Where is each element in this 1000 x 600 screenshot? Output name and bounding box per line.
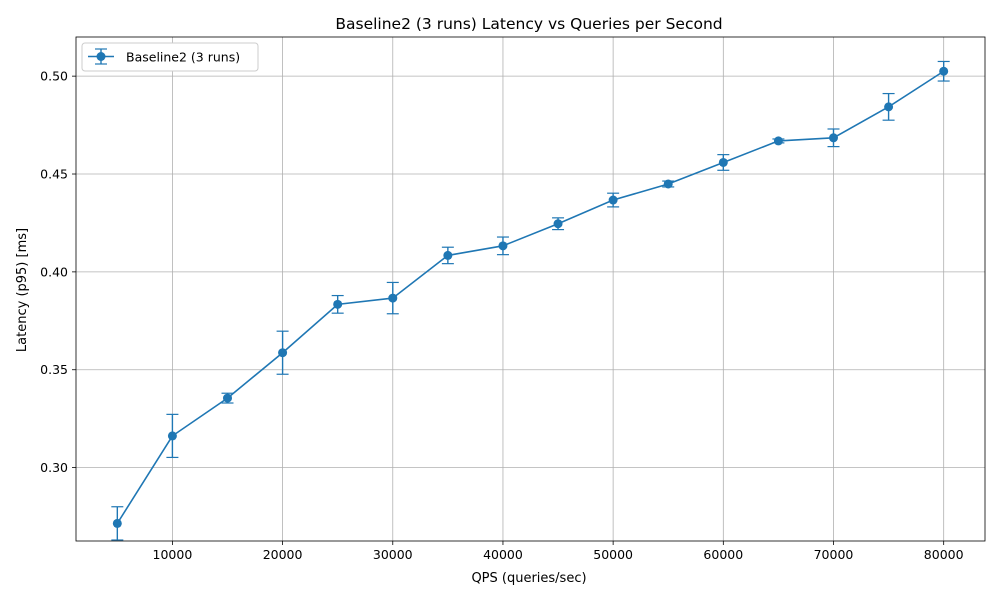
plot-frame	[75, 36, 986, 542]
legend: Baseline2 (3 runs)	[81, 42, 259, 72]
legend-box	[81, 42, 259, 72]
data-point	[718, 157, 728, 167]
y-axis: 0.30 0.35 0.40 0.45 0.50	[40, 69, 76, 475]
x-tick-label: 10000	[153, 547, 193, 562]
x-tick-label: 60000	[703, 547, 743, 562]
data-point	[388, 293, 398, 303]
series-layer	[111, 60, 950, 541]
x-axis-label: QPS (queries/sec)	[471, 571, 586, 586]
legend-series-label: Baseline2 (3 runs)	[126, 50, 240, 65]
data-point	[884, 102, 894, 112]
data-point	[333, 299, 343, 309]
y-tick-label: 0.35	[40, 362, 68, 377]
x-tick-label: 50000	[593, 547, 633, 562]
legend-series-symbol	[88, 48, 114, 65]
grid	[76, 37, 985, 541]
data-point	[608, 195, 618, 205]
y-tick-label: 0.40	[40, 264, 68, 279]
y-tick-label: 0.45	[40, 167, 68, 182]
data-point	[112, 518, 122, 528]
data-point	[443, 250, 453, 260]
series-line	[116, 70, 945, 524]
chart-title: Baseline2 (3 runs) Latency vs Queries pe…	[335, 15, 722, 33]
data-point	[553, 219, 563, 229]
data-point	[223, 393, 232, 403]
legend-marker	[96, 52, 106, 61]
data-point	[939, 66, 949, 76]
x-tick-label: 20000	[263, 547, 303, 562]
x-tick-label: 80000	[924, 547, 964, 562]
data-point	[278, 348, 288, 358]
data-point	[829, 133, 838, 143]
x-tick-label: 70000	[814, 547, 854, 562]
data-point	[663, 179, 673, 189]
y-tick-label: 0.50	[40, 69, 68, 84]
data-point	[498, 241, 508, 251]
y-axis-label: Latency (p95) [ms]	[15, 228, 30, 352]
y-tick-label: 0.30	[40, 460, 68, 475]
x-tick-label: 30000	[373, 547, 413, 562]
x-axis: 10000 20000 30000 40000 50000 60000 70000 80000	[153, 541, 964, 562]
x-tick-label: 40000	[483, 547, 523, 562]
data-point	[167, 431, 177, 441]
data-point	[773, 136, 783, 146]
